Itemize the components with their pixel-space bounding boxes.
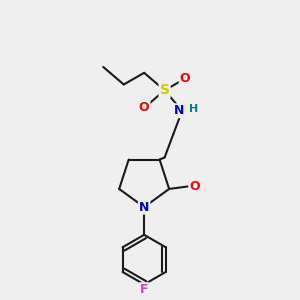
Text: S: S xyxy=(160,83,170,97)
Text: O: O xyxy=(189,179,200,193)
Text: N: N xyxy=(174,104,184,117)
Text: O: O xyxy=(180,72,190,85)
Text: O: O xyxy=(139,101,149,114)
Text: H: H xyxy=(189,104,198,114)
Text: N: N xyxy=(139,201,149,214)
Text: F: F xyxy=(140,283,148,296)
